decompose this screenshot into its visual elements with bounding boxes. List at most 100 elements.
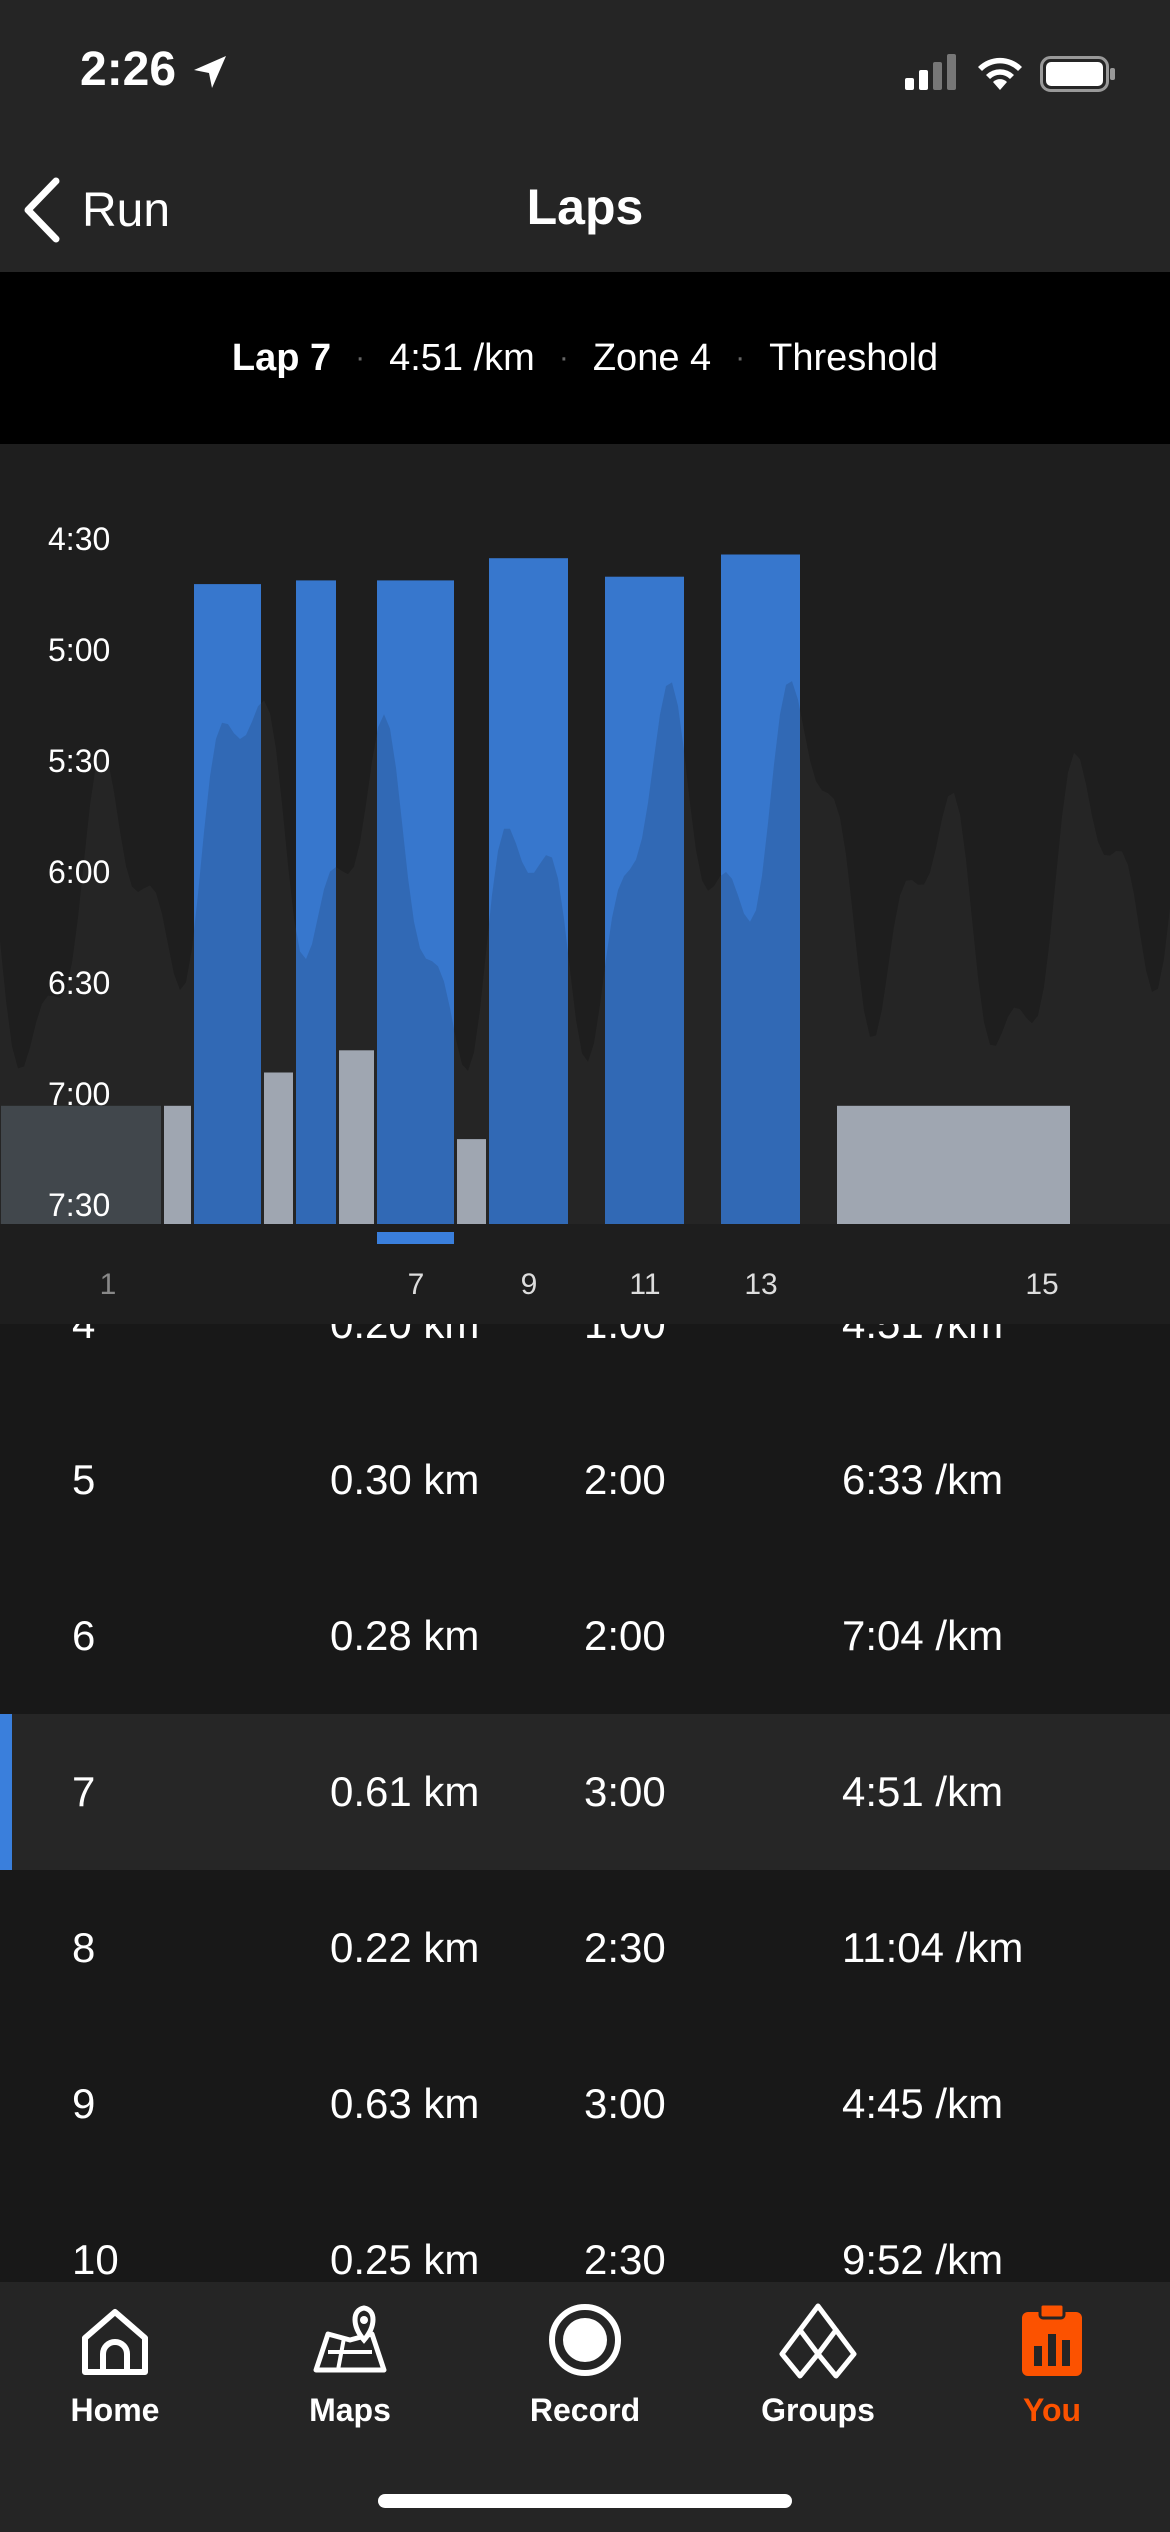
lap-distance: 0.30 km bbox=[330, 1456, 480, 1503]
lap-pace: 4:51 /km bbox=[842, 1324, 1003, 1348]
tab-you[interactable]: You bbox=[952, 2300, 1152, 2429]
lap-number: 6 bbox=[72, 1612, 96, 1659]
tab-label: Home bbox=[70, 2392, 160, 2428]
tab-home[interactable]: Home bbox=[15, 2300, 215, 2429]
lap-time: 2:30 bbox=[584, 1924, 666, 1971]
battery-icon bbox=[1040, 56, 1115, 92]
tab-maps[interactable]: Maps bbox=[250, 2300, 450, 2429]
lap-bar-15 bbox=[837, 1105, 1070, 1224]
lap-row[interactable]: 8 0.22 km 2:30 11:04 /km bbox=[0, 1870, 1170, 2026]
tab-bar: Home Maps Record Groups bbox=[0, 2282, 1170, 2532]
selected-lap-marker bbox=[377, 1232, 454, 1244]
summary-zone: Zone 4 bbox=[592, 336, 712, 379]
home-icon bbox=[82, 2309, 148, 2375]
summary-pace: 4:51 /km bbox=[389, 336, 535, 379]
back-button[interactable]: Run bbox=[20, 170, 170, 250]
y-tick-label: 6:30 bbox=[48, 965, 110, 1001]
y-tick-label: 6:00 bbox=[48, 854, 110, 890]
you-icon bbox=[1022, 2302, 1082, 2376]
navigation-bar: Run Laps bbox=[0, 150, 1170, 272]
separator-dot: · bbox=[355, 341, 366, 374]
lap-number: 5 bbox=[72, 1456, 96, 1503]
laps-chart-svg: 4:30 5:00 5:30 6:00 6:30 7:00 7:30 1 7 9 11 13 15 bbox=[0, 521, 1170, 1301]
tab-label: Record bbox=[529, 2392, 641, 2428]
chevron-left-icon bbox=[24, 177, 60, 243]
lap-row[interactable]: 10 0.25 km 2:30 9:52 /km bbox=[0, 2182, 1170, 2282]
lap-bar-3 bbox=[194, 584, 261, 1224]
lap-time: 2:00 bbox=[584, 1456, 666, 1503]
lap-time: 3:00 bbox=[584, 2080, 666, 2127]
lap-time: 1:00 bbox=[584, 1324, 666, 1348]
lap-distance: 0.61 km bbox=[330, 1768, 480, 1815]
lap-number: 7 bbox=[72, 1768, 96, 1815]
lap-number: 8 bbox=[72, 1924, 96, 1971]
y-tick-label: 5:30 bbox=[48, 743, 110, 779]
x-tick-label: 15 bbox=[1025, 1268, 1058, 1301]
tab-label: You bbox=[1022, 2392, 1082, 2428]
lap-bar-9 bbox=[489, 558, 568, 1224]
status-time: 2:26 bbox=[80, 43, 177, 96]
lap-distance: 0.20 km bbox=[330, 1324, 479, 1348]
location-arrow-icon bbox=[194, 56, 226, 88]
lap-bar-8 bbox=[457, 1139, 486, 1224]
lap-row[interactable]: 7 0.61 km 3:00 4:51 /km bbox=[0, 1714, 1170, 1870]
status-bar: 2:26 bbox=[0, 0, 1170, 150]
lap-pace: 6:33 /km bbox=[842, 1456, 1004, 1503]
lap-row[interactable]: 9 0.63 km 3:00 4:45 /km bbox=[0, 2026, 1170, 2182]
separator-dot: · bbox=[735, 341, 746, 374]
summary-lap: Lap 7 bbox=[231, 336, 332, 379]
y-tick-label: 4:30 bbox=[48, 521, 110, 557]
lap-pace: 7:04 /km bbox=[842, 1612, 1004, 1659]
lap-bar-2 bbox=[164, 1105, 191, 1224]
tab-label: Groups bbox=[761, 2392, 875, 2428]
lap-pace: 11:04 /km bbox=[842, 1924, 1024, 1971]
y-tick-label: 7:00 bbox=[48, 1076, 110, 1112]
lap-pace: 9:52 /km bbox=[842, 2236, 1004, 2282]
lap-bar-1 bbox=[1, 1105, 161, 1224]
summary-type: Threshold bbox=[769, 336, 939, 379]
lap-row[interactable]: 6 0.28 km 2:00 7:04 /km bbox=[0, 1558, 1170, 1714]
tab-label: Maps bbox=[309, 2392, 391, 2428]
home-indicator[interactable] bbox=[378, 2494, 792, 2508]
lap-distance: 0.22 km bbox=[330, 1924, 480, 1971]
x-tick-label: 7 bbox=[408, 1268, 425, 1301]
lap-number: 4 bbox=[72, 1324, 95, 1348]
lap-bar-6 bbox=[339, 1050, 374, 1224]
record-icon bbox=[549, 2304, 621, 2376]
lap-row[interactable]: 5 0.30 km 2:00 6:33 /km bbox=[0, 1402, 1170, 1558]
lap-pace: 4:45 /km bbox=[842, 2080, 1004, 2127]
page-title: Laps bbox=[526, 179, 644, 235]
selected-indicator bbox=[0, 1714, 12, 1870]
tab-groups[interactable]: Groups bbox=[718, 2300, 918, 2429]
lap-pace: 4:51 /km bbox=[842, 1768, 1004, 1815]
maps-icon bbox=[313, 2305, 387, 2373]
laps-chart[interactable]: 4:30 5:00 5:30 6:00 6:30 7:00 7:30 1 7 9 11 13 15 bbox=[0, 444, 1170, 1324]
tab-record[interactable]: Record bbox=[485, 2300, 685, 2429]
lap-number: 9 bbox=[72, 2080, 96, 2127]
y-tick-label: 5:00 bbox=[48, 632, 110, 668]
lap-time: 2:30 bbox=[584, 2236, 666, 2282]
back-label: Run bbox=[82, 183, 171, 237]
lap-distance: 0.25 km bbox=[330, 2236, 480, 2282]
lap-time: 3:00 bbox=[584, 1768, 666, 1815]
lap-bar-5 bbox=[296, 580, 336, 1224]
cellular-signal-icon bbox=[905, 54, 956, 90]
x-tick-label: 11 bbox=[629, 1268, 660, 1301]
x-tick-label: 1 bbox=[100, 1268, 117, 1301]
lap-bar-13 bbox=[721, 554, 800, 1224]
laps-table[interactable]: 4 0.20 km 1:00 4:51 /km 5 0.30 km 2:00 6:33 /km… bbox=[0, 1324, 1170, 2282]
lap-distance: 0.63 km bbox=[330, 2080, 480, 2127]
y-tick-label: 7:30 bbox=[48, 1187, 110, 1223]
x-tick-label: 13 bbox=[744, 1268, 777, 1301]
lap-bar-4 bbox=[264, 1072, 293, 1224]
lap-distance: 0.28 km bbox=[330, 1612, 480, 1659]
lap-bar-11 bbox=[605, 576, 684, 1224]
x-tick-label: 9 bbox=[521, 1268, 538, 1301]
groups-icon bbox=[779, 2303, 857, 2379]
pace-trace-overlay bbox=[0, 681, 1170, 1224]
lap-number: 10 bbox=[72, 2236, 119, 2282]
lap-row[interactable]: 4 0.20 km 1:00 4:51 /km bbox=[0, 1324, 1170, 1402]
lap-time: 2:00 bbox=[584, 1612, 666, 1659]
lap-bar-7 bbox=[377, 580, 454, 1224]
